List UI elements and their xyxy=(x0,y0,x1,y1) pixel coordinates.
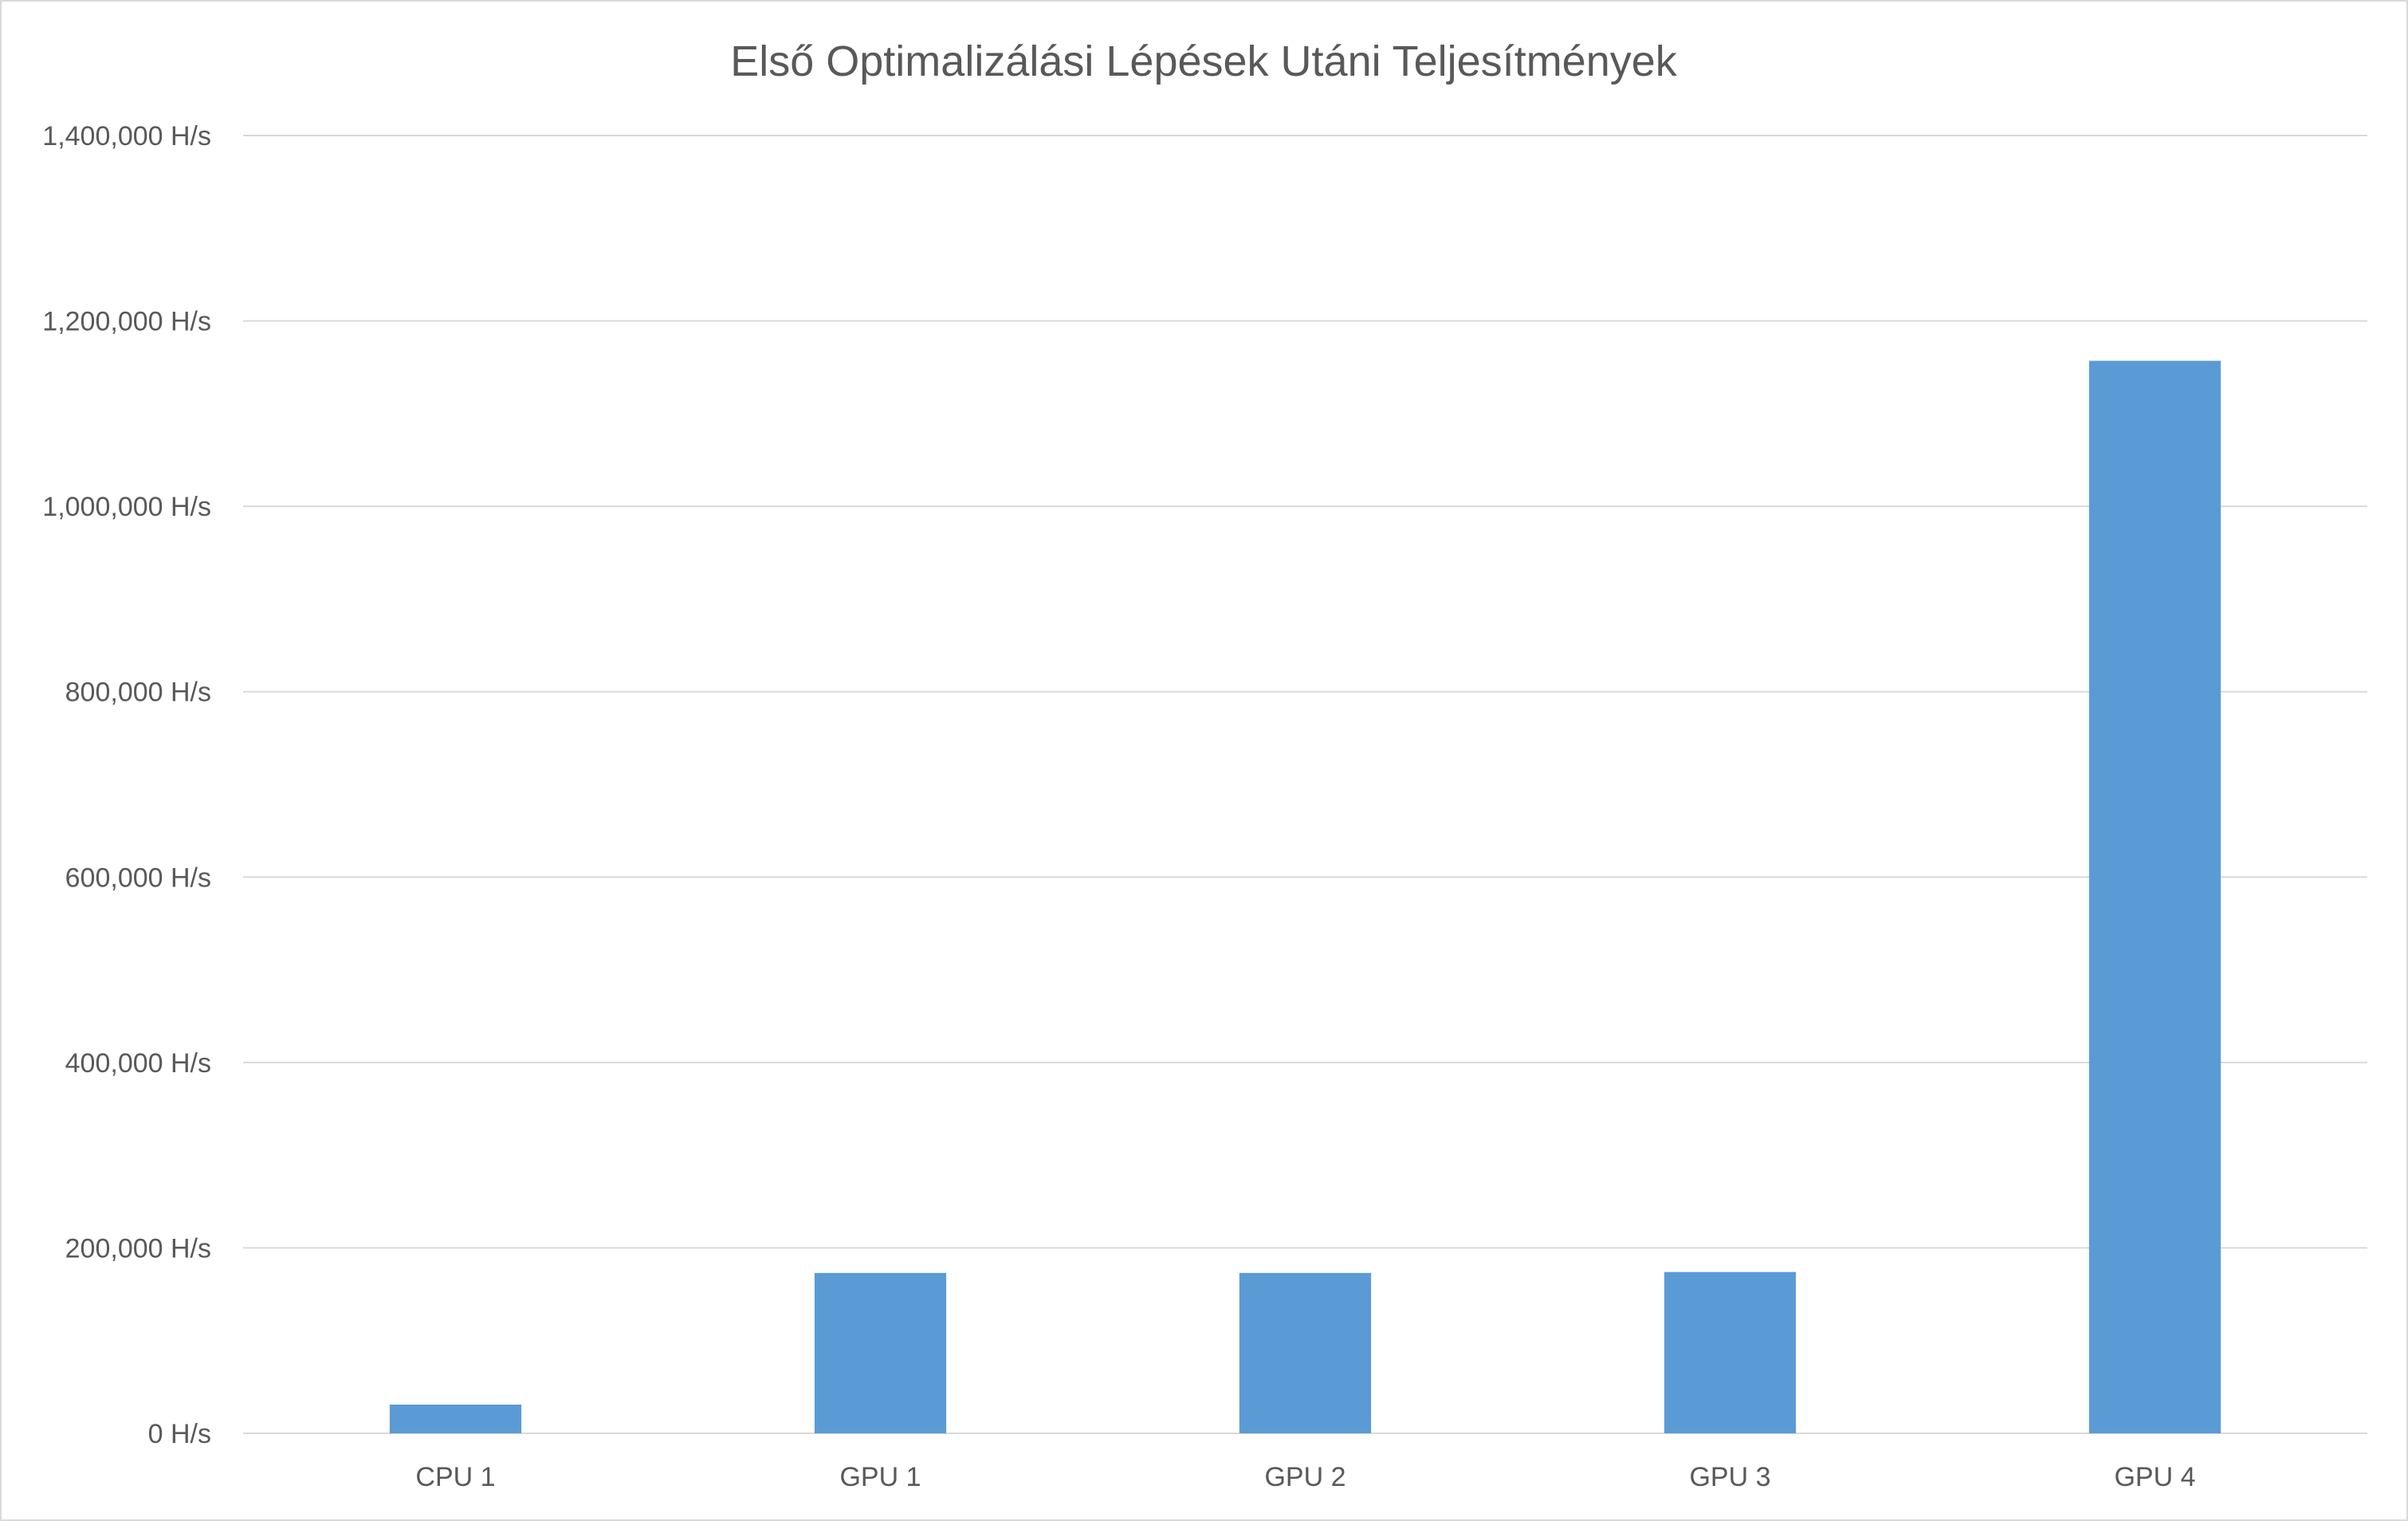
x-tick-label: GPU 3 xyxy=(1689,1462,1770,1492)
x-axis-tick-labels: CPU 1 GPU 1 GPU 2 GPU 3 GPU 4 xyxy=(415,1462,2195,1492)
chart-title: Első Optimalizálási Lépések Utáni Teljes… xyxy=(730,37,1678,85)
x-tick-label: GPU 1 xyxy=(839,1462,921,1492)
y-tick-label: 600,000 H/s xyxy=(65,863,211,893)
bars xyxy=(389,360,2221,1434)
y-tick-label: 200,000 H/s xyxy=(65,1233,211,1264)
gridlines xyxy=(243,135,2367,1434)
y-tick-label: 1,200,000 H/s xyxy=(42,307,211,337)
y-tick-label: 1,400,000 H/s xyxy=(42,121,211,151)
y-tick-label: 1,000,000 H/s xyxy=(42,492,211,522)
x-tick-label: CPU 1 xyxy=(415,1462,495,1492)
y-axis-tick-labels: 0 H/s 200,000 H/s 400,000 H/s 600,000 H/s 80… xyxy=(42,121,211,1449)
bar-gpu-3 xyxy=(1664,1271,1797,1433)
bar-gpu-1 xyxy=(814,1272,947,1433)
y-tick-label: 0 H/s xyxy=(148,1419,211,1449)
y-tick-label: 800,000 H/s xyxy=(65,678,211,708)
y-tick-label: 400,000 H/s xyxy=(65,1048,211,1079)
bar-gpu-4 xyxy=(2088,360,2221,1434)
x-tick-label: GPU 2 xyxy=(1264,1462,1345,1492)
bar-gpu-2 xyxy=(1239,1272,1372,1433)
bar-cpu-1 xyxy=(389,1404,522,1433)
x-tick-label: GPU 4 xyxy=(2114,1462,2195,1492)
